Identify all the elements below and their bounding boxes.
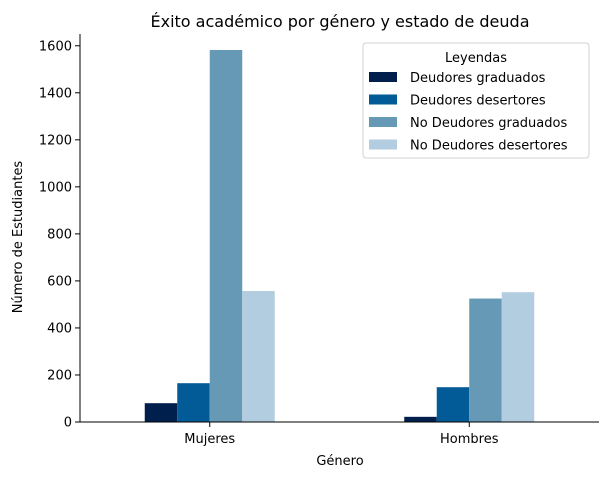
legend-entry-label: No Deudores desertores bbox=[410, 139, 568, 154]
x-tick-label: Hombres bbox=[440, 432, 499, 447]
y-tick-label: 200 bbox=[47, 368, 72, 383]
y-tick-label: 1400 bbox=[39, 86, 72, 101]
y-tick-label: 800 bbox=[47, 227, 72, 242]
legend-swatch bbox=[369, 139, 397, 150]
legend-swatch bbox=[369, 72, 397, 82]
bar-hombres-series-1 bbox=[404, 416, 437, 422]
y-tick-label: 0 bbox=[64, 416, 72, 431]
plot-area: Mujeres Hombres 0 200 400 600 800 1000 1200 1400 1… bbox=[39, 34, 599, 447]
x-axis-label: Género bbox=[316, 454, 363, 469]
bar-mujeres-series-1 bbox=[144, 403, 178, 422]
y-tick-label: 400 bbox=[47, 321, 72, 336]
bar-hombres-series-4 bbox=[501, 292, 535, 422]
bar-mujeres-series-2 bbox=[177, 383, 210, 422]
bar-hombres-series-2 bbox=[436, 387, 470, 422]
legend-entry-label: Deudores desertores bbox=[410, 94, 546, 109]
legend-box bbox=[362, 42, 590, 159]
y-tick-label: 1600 bbox=[39, 39, 72, 54]
legend-swatch bbox=[369, 94, 397, 105]
legend-entry-label: No Deudores graduados bbox=[410, 116, 567, 131]
legend-entry-label: Deudores graduados bbox=[410, 71, 546, 86]
legend-swatch bbox=[369, 117, 397, 127]
y-tick-label: 1200 bbox=[39, 133, 72, 148]
bar-mujeres-series-4 bbox=[242, 291, 275, 422]
bar-mujeres-series-3 bbox=[209, 49, 243, 423]
x-tick-label: Mujeres bbox=[184, 432, 235, 447]
legend-title: Leyendas bbox=[445, 51, 507, 66]
y-tick-label: 1000 bbox=[39, 180, 72, 195]
y-axis-label: Número de Estudiantes bbox=[11, 161, 26, 314]
bar-hombres-series-3 bbox=[469, 298, 502, 422]
y-tick-label: 600 bbox=[47, 274, 72, 289]
legend: Leyendas Deudores graduados Deudores deser… bbox=[362, 42, 590, 159]
chart-title: Éxito académico por género y estado de d… bbox=[150, 12, 529, 31]
